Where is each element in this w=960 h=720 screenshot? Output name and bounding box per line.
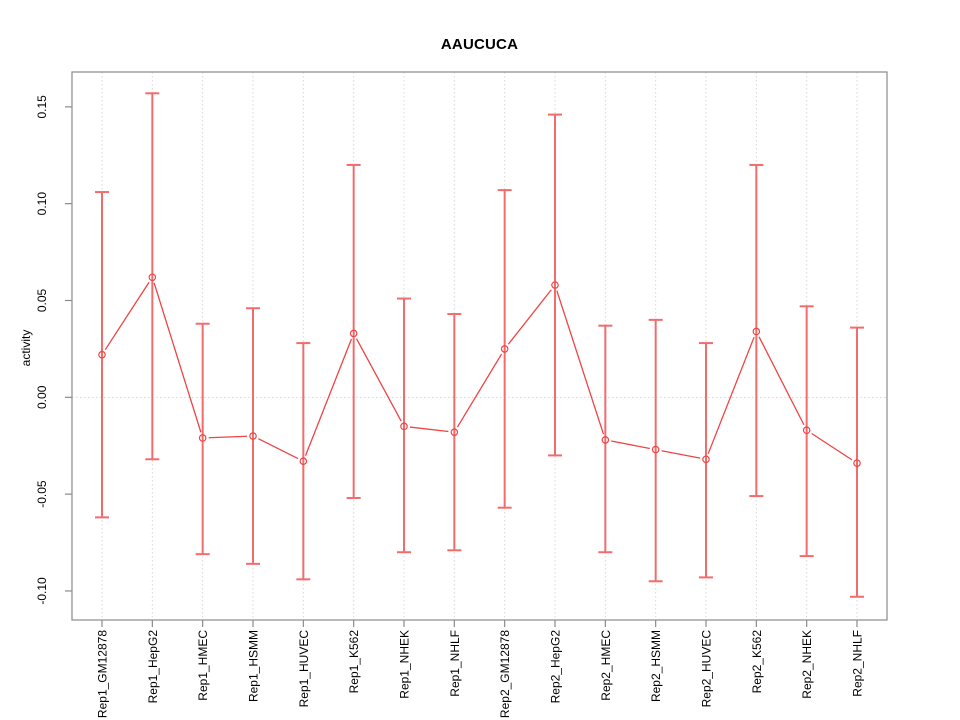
data-point (651, 445, 660, 454)
data-point (500, 345, 509, 353)
x-tick-label: Rep2_NHLF (851, 630, 865, 697)
x-tick-label: Rep1_GM12878 (96, 630, 110, 718)
chart-title: AAUCUCA (440, 36, 519, 53)
x-tick-label: Rep2_HMEC (599, 630, 613, 701)
plot-border (71, 71, 888, 621)
series-segment (661, 450, 701, 459)
x-tick-label: Rep1_HSMM (247, 630, 261, 702)
y-tick-label: 0.00 (35, 385, 49, 409)
x-tick-label: Rep1_HepG2 (146, 630, 160, 704)
data-point (349, 329, 358, 338)
data-point (299, 457, 308, 466)
x-tick-label: Rep2_GM12878 (498, 630, 512, 718)
series-segment (707, 336, 755, 454)
x-tick-label: Rep1_HMEC (196, 630, 210, 701)
series-segment (611, 440, 650, 450)
y-tick-label: -0.05 (35, 480, 49, 508)
data-point (601, 436, 610, 444)
x-tick-label: Rep2_HSMM (649, 630, 663, 702)
x-tick-label: Rep1_NHEK (398, 630, 412, 699)
series-segment (208, 435, 248, 439)
series-segment (409, 426, 449, 433)
y-tick-label: 0.10 (35, 192, 49, 216)
series-segment (258, 438, 299, 460)
data-point (148, 273, 157, 282)
data-point (802, 426, 811, 435)
series-segment (507, 289, 552, 345)
series-segment (355, 338, 402, 422)
data-point (551, 281, 559, 289)
data-point (853, 459, 861, 467)
series-segment (811, 432, 853, 461)
series-segment (153, 282, 202, 433)
data-point (400, 422, 408, 431)
series-segment (104, 281, 150, 351)
x-tick-label: Rep2_HepG2 (549, 630, 563, 704)
y-tick-label: 0.05 (35, 288, 49, 312)
series-segment (456, 353, 503, 428)
series-segment (304, 338, 353, 456)
data-point (198, 434, 207, 442)
x-tick-label: Rep2_NHEK (800, 630, 814, 699)
x-tick-label: Rep1_HUVEC (297, 630, 311, 708)
data-point (98, 350, 106, 359)
x-tick-label: Rep2_K562 (750, 630, 764, 694)
y-tick-label: -0.10 (35, 577, 49, 605)
data-point (752, 327, 761, 336)
data-point (702, 455, 710, 464)
x-tick-label: Rep2_HUVEC (700, 630, 714, 708)
x-tick-label: Rep1_NHLF (448, 630, 462, 697)
series-segment (758, 336, 805, 426)
y-tick-label: 0.15 (35, 95, 49, 119)
data-point (249, 432, 257, 440)
series-segment (556, 290, 605, 435)
x-tick-label: Rep1_K562 (347, 630, 361, 694)
data-point (450, 428, 459, 436)
